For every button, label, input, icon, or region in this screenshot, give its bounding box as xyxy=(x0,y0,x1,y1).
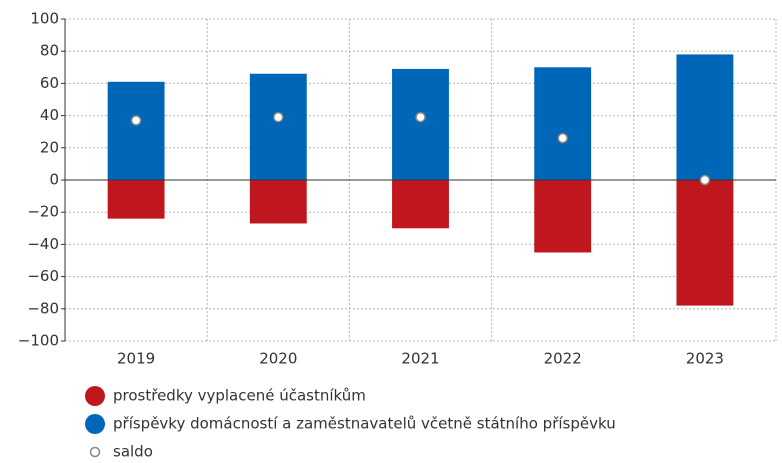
bar xyxy=(249,180,307,224)
y-tick-label: −60 xyxy=(27,267,59,285)
legend-label: saldo xyxy=(113,443,153,461)
legend-swatch xyxy=(89,446,101,458)
y-tick-label: −80 xyxy=(27,299,59,317)
y-tick-label: 20 xyxy=(40,138,59,156)
x-tick-label: 2023 xyxy=(686,350,724,368)
bar xyxy=(534,67,592,180)
saldo-dot xyxy=(699,174,711,186)
y-tick-label: 0 xyxy=(49,171,59,189)
bar xyxy=(392,180,449,229)
y-tick-label: −100 xyxy=(18,332,59,350)
x-tick-label: 2019 xyxy=(117,350,155,368)
bar xyxy=(249,73,307,180)
y-tick-label: 60 xyxy=(40,74,59,92)
x-tick-label: 2021 xyxy=(401,350,439,368)
legend-label: příspěvky domácností a zaměstnavatelů vč… xyxy=(113,415,616,433)
y-tick-label: 40 xyxy=(40,106,59,124)
bar xyxy=(676,180,734,306)
saldo-dot xyxy=(415,111,426,123)
x-tick-label: 2020 xyxy=(259,350,297,368)
legend-label: prostředky vyplacené účastníkům xyxy=(113,387,366,405)
saldo-dot xyxy=(557,132,568,144)
legend-swatch xyxy=(85,386,105,406)
bar xyxy=(392,68,449,180)
y-tick-label: 100 xyxy=(30,10,59,28)
bar xyxy=(676,54,734,180)
legend-swatch xyxy=(85,414,105,434)
y-tick-label: −40 xyxy=(27,235,59,253)
saldo-dot xyxy=(273,111,284,123)
y-tick-label: 80 xyxy=(40,42,59,60)
bar xyxy=(534,180,592,253)
y-tick-label: −20 xyxy=(27,203,59,221)
x-tick-label: 2022 xyxy=(544,350,582,368)
bar xyxy=(107,81,165,180)
bar xyxy=(107,180,165,219)
saldo-dot xyxy=(130,115,142,126)
